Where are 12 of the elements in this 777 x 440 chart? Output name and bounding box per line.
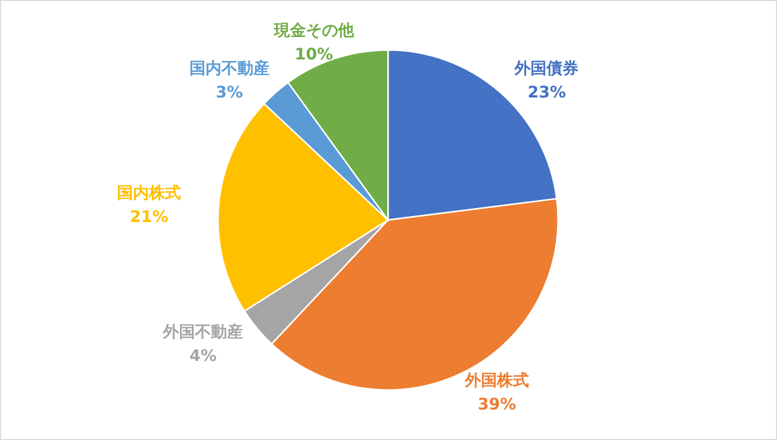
data-label: 21% — [130, 207, 168, 226]
slice-label: 外国株式 — [464, 370, 529, 390]
data-label: 4% — [189, 346, 217, 366]
data-label: 39% — [478, 394, 516, 414]
data-label: 23% — [528, 82, 566, 102]
slice-label: 外国債券 — [514, 58, 579, 78]
data-label: 3% — [216, 82, 243, 102]
data-label: 10% — [294, 44, 333, 64]
slice-label: 現金その他 — [272, 20, 355, 40]
slice-label: 国内株式 — [117, 183, 182, 202]
slice-label: 外国不動産 — [162, 322, 244, 342]
slice-label: 国内不動産 — [189, 58, 270, 78]
